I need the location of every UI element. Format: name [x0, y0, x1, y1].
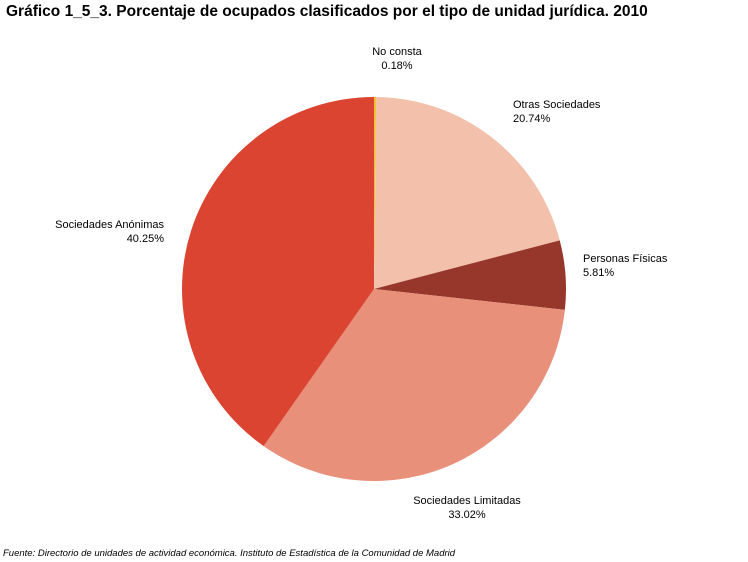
slice-label-otras-sociedades: Otras Sociedades 20.74% [513, 98, 600, 126]
pie-slice-personas-fisicas [374, 240, 567, 310]
slice-value: 40.25% [126, 233, 164, 245]
slice-label-sociedades-limitadas: Sociedades Limitadas 33.02% [400, 494, 534, 522]
slice-name: No consta [372, 46, 422, 58]
slice-label-no-consta: No consta 0.18% [360, 45, 434, 73]
slice-value: 0.18% [381, 60, 413, 72]
slice-value: 5.81% [583, 267, 615, 279]
pie-slice-sociedades-anonimas [182, 97, 374, 447]
slice-name: Personas Físicas [583, 253, 668, 265]
slice-name: Otras Sociedades [513, 99, 601, 111]
slice-name: Sociedades Limitadas [413, 495, 521, 507]
chart-title: Gráfico 1_5_3. Porcentaje de ocupados cl… [6, 3, 648, 20]
slice-name: Sociedades Anónimas [55, 219, 164, 231]
source-note: Fuente: Directorio de unidades de activi… [3, 548, 456, 559]
pie-slice-no-consta [374, 96, 377, 289]
slice-label-sociedades-anonimas: Sociedades Anónimas 40.25% [40, 218, 164, 246]
slice-value: 20.74% [513, 113, 551, 125]
pie-slice-sociedades-limitadas [263, 289, 565, 481]
pie-slice-otras-sociedades [374, 97, 560, 289]
slice-value: 33.02% [448, 509, 486, 521]
slice-label-personas-fisicas: Personas Físicas 5.81% [583, 252, 667, 280]
